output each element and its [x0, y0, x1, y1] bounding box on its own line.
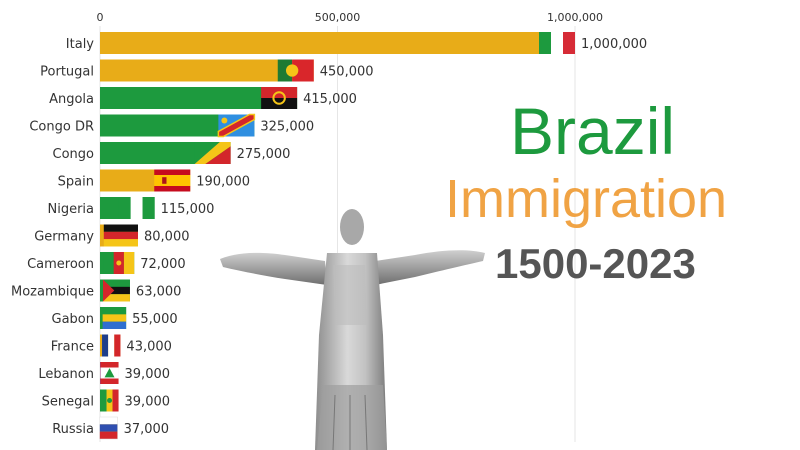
category-label: Angola — [49, 92, 94, 107]
category-label: Nigeria — [47, 202, 94, 217]
russia-flag-icon — [99, 416, 118, 440]
germany-flag-icon — [103, 224, 138, 247]
category-label: Mozambique — [11, 285, 94, 300]
category-label: France — [51, 340, 94, 355]
value-label: 325,000 — [260, 120, 314, 135]
bar — [100, 59, 314, 82]
congo-flag-icon — [194, 142, 231, 164]
senegal-flag-icon — [100, 389, 119, 412]
value-label: 72,000 — [140, 257, 186, 272]
value-label: 415,000 — [303, 92, 357, 107]
portugal-flag-icon — [277, 59, 314, 82]
x-tick-label: 0 — [97, 11, 104, 24]
nigeria-flag-icon — [118, 197, 155, 219]
category-label: Portugal — [40, 65, 94, 80]
italy-flag-icon — [539, 32, 575, 54]
x-tick-label: 1,000,000 — [547, 11, 603, 24]
christ-the-redeemer-statue — [220, 209, 485, 450]
value-label: 63,000 — [136, 285, 182, 300]
title-immigration: Immigration — [445, 169, 728, 229]
gabon-flag-icon — [102, 307, 127, 329]
bar — [100, 114, 255, 137]
category-label: Senegal — [42, 395, 94, 410]
value-label: 39,000 — [125, 395, 170, 410]
category-label: Congo — [53, 147, 95, 162]
bar — [100, 87, 298, 109]
title-years: 1500-2023 — [495, 240, 696, 287]
france-flag-icon — [102, 334, 121, 357]
value-label: 55,000 — [132, 312, 178, 327]
value-label: 43,000 — [126, 340, 172, 355]
mozambique-flag-icon — [102, 279, 130, 302]
category-label: Italy — [66, 37, 95, 52]
category-label: Russia — [52, 422, 94, 437]
cameroon-flag-icon — [103, 252, 135, 274]
value-label: 190,000 — [196, 175, 250, 190]
spain-flag-icon — [154, 169, 191, 192]
category-label: Congo DR — [29, 120, 94, 135]
title-brazil: Brazil — [510, 94, 676, 168]
category-label: Cameroon — [27, 257, 94, 272]
value-label: 37,000 — [124, 422, 170, 437]
lebanon-flag-icon — [100, 362, 119, 384]
category-label: Spain — [58, 175, 94, 190]
value-label: 39,000 — [125, 367, 170, 382]
category-label: Gabon — [52, 312, 95, 327]
category-label: Germany — [34, 230, 94, 245]
x-tick-label: 500,000 — [315, 11, 361, 24]
bar — [100, 32, 575, 54]
value-label: 80,000 — [144, 230, 190, 245]
category-label: Lebanon — [38, 367, 94, 382]
value-label: 450,000 — [320, 65, 374, 80]
angola-flag-icon — [261, 87, 298, 109]
value-label: 1,000,000 — [581, 37, 647, 52]
value-label: 275,000 — [237, 147, 291, 162]
value-label: 115,000 — [161, 202, 215, 217]
congo-dr-flag-icon — [217, 113, 256, 138]
